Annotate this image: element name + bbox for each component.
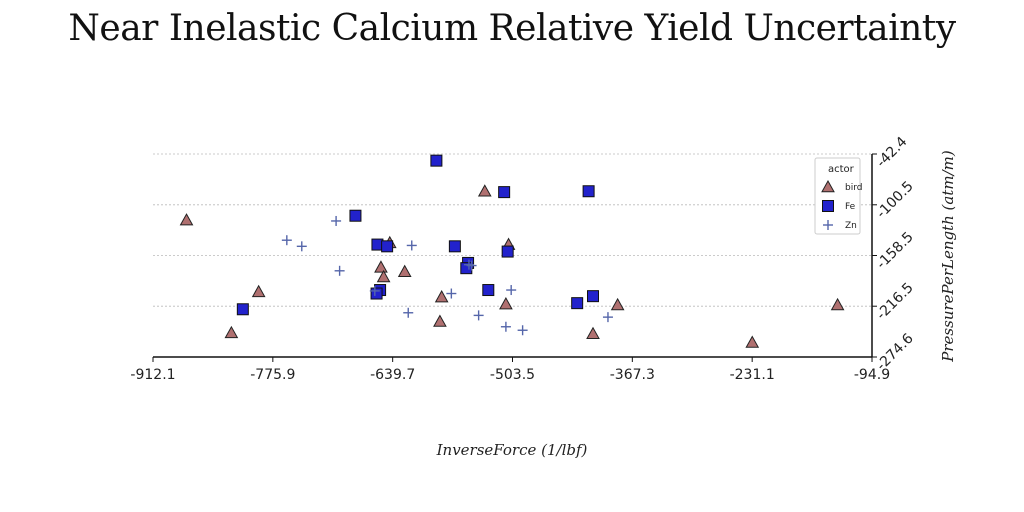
- data-point-fe: [582, 185, 595, 198]
- y-tick-label: -274.6: [874, 331, 917, 374]
- data-point-fe: [430, 154, 443, 167]
- x-tick-label: -912.1: [130, 367, 175, 383]
- x-tick-label: -503.5: [490, 367, 535, 383]
- x-ticks: -912.1 -775.9 -639.7 -503.5 -367.3 -231.1 -94.…: [130, 357, 890, 383]
- data-point-zn: [296, 241, 307, 252]
- y-tick-label: -42.4: [874, 134, 911, 171]
- data-point-zn: [403, 307, 414, 318]
- data-point-bird: [433, 314, 447, 327]
- data-point-fe: [370, 287, 383, 300]
- x-tick-label: -367.3: [610, 367, 655, 383]
- data-point-bird: [376, 269, 391, 283]
- data-point-fe: [482, 284, 495, 297]
- x-tick-label: -231.1: [730, 367, 775, 383]
- x-tick-label: -639.7: [370, 367, 415, 383]
- data-point-zn: [331, 215, 342, 226]
- legend-label-bird: bird: [845, 183, 862, 193]
- legend-marker-fe: [822, 200, 834, 212]
- chart-title: Near Inelastic Calcium Relative Yield Un…: [68, 8, 956, 49]
- data-point-fe: [571, 297, 584, 310]
- legend-label-fe: Fe: [845, 202, 856, 212]
- data-point-fe: [501, 245, 514, 258]
- data-point-fe: [349, 209, 362, 222]
- data-point-bird: [374, 260, 388, 273]
- data-point-fe: [236, 303, 249, 316]
- data-point-zn: [500, 321, 511, 332]
- data-point-bird: [499, 296, 513, 310]
- x-tick-label: -775.9: [250, 367, 295, 383]
- data-point-bird: [397, 264, 412, 277]
- data-point-fe: [587, 290, 600, 303]
- y-ticks: -42.4 -100.5 -158.5 -216.5 -274.6: [872, 134, 917, 374]
- data-point-fe: [498, 186, 511, 199]
- data-point-bird: [830, 297, 845, 311]
- data-point-bird: [745, 335, 760, 348]
- data-point-bird: [434, 289, 449, 303]
- data-point-zn: [602, 312, 613, 323]
- data-point-bird: [586, 326, 600, 340]
- data-point-zn: [473, 310, 484, 321]
- data-points: [179, 154, 845, 348]
- data-point-fe: [448, 240, 461, 253]
- data-point-zn: [369, 285, 380, 296]
- data-point-zn: [506, 285, 517, 296]
- grid-lines: [153, 153, 872, 307]
- data-point-zn: [446, 288, 457, 299]
- legend-marker-bird: [821, 179, 835, 193]
- data-point-zn: [463, 259, 474, 270]
- data-point-bird: [179, 213, 194, 226]
- y-tick-label: -158.5: [874, 229, 917, 272]
- y-axis-label: PressurePerLength (atm/m): [939, 150, 957, 363]
- legend-box: [814, 157, 861, 235]
- data-point-fe: [381, 240, 394, 253]
- legend-marker-zn: [823, 220, 833, 230]
- data-point-bird: [224, 325, 239, 339]
- data-point-bird: [477, 184, 492, 197]
- x-axis-label: InverseForce (1/lbf): [436, 441, 588, 459]
- legend: actor bird Fe Zn: [814, 157, 862, 235]
- x-tick-label: -94.9: [854, 367, 890, 383]
- y-tick-label: -216.5: [874, 280, 917, 323]
- legend-label-zn: Zn: [845, 221, 857, 231]
- data-point-zn: [406, 240, 417, 251]
- y-tick-label: -100.5: [874, 178, 917, 221]
- data-point-zn: [334, 265, 345, 276]
- data-point-zn: [517, 325, 528, 336]
- data-point-zn: [281, 235, 292, 246]
- data-point-bird: [610, 297, 625, 311]
- data-point-bird: [251, 284, 266, 298]
- legend-title: actor: [828, 164, 855, 175]
